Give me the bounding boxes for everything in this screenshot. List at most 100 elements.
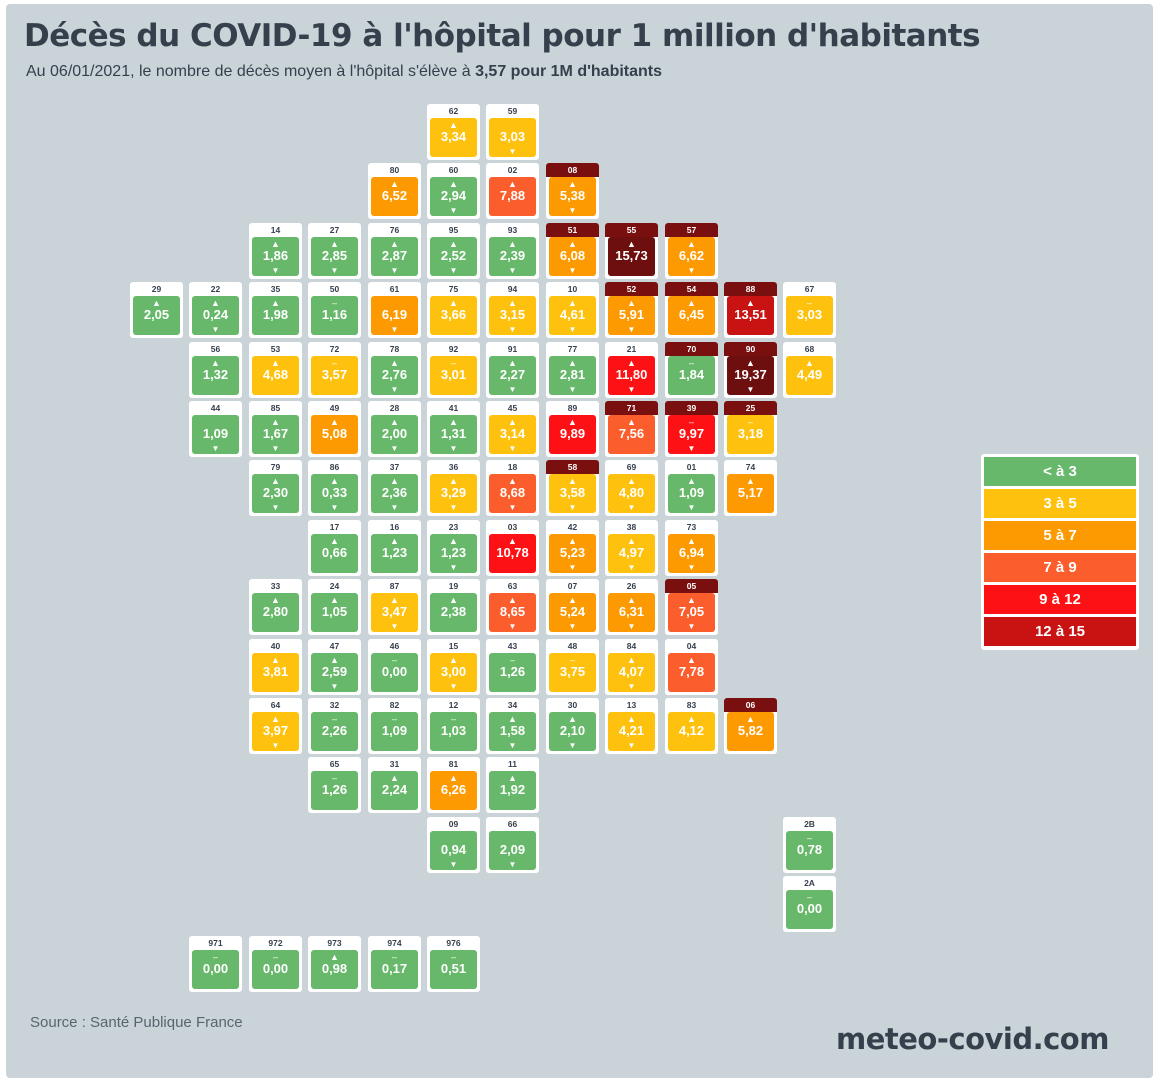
department-code: 01 (686, 462, 697, 472)
department-value: 7,78 (678, 664, 705, 679)
department-value-box: ▲ 2,52 ▼ (430, 237, 477, 276)
trend-up-icon: ▲ (330, 655, 339, 665)
department-value-box: ▲ 3,58 ▼ (549, 474, 596, 513)
trend-stable-icon: – (331, 298, 337, 308)
department-value: 0,00 (381, 664, 408, 679)
department-value-box: –1,03 (430, 712, 477, 751)
department-value: 5,23 (559, 545, 586, 560)
department-code: 08 (546, 163, 599, 177)
trend-up-icon: ▲ (687, 595, 696, 605)
department-value-box: –3,18 (727, 415, 774, 454)
trend-up-icon: ▲ (390, 773, 399, 783)
department-tile: 90 ▲ 19,37 ▼ (724, 342, 777, 398)
department-code: 45 (507, 403, 518, 413)
trend-empty-icon (727, 444, 774, 453)
trend-empty-icon (786, 385, 833, 394)
department-tile: 36 ▲ 3,29 ▼ (427, 460, 480, 516)
department-value: 1,26 (499, 664, 526, 679)
department-value: 2,27 (499, 367, 526, 382)
trend-empty-icon (430, 622, 477, 631)
department-value-box: –0,51 (430, 950, 477, 989)
department-tile: 58 ▲ 3,58 ▼ (546, 460, 599, 516)
trend-down-icon: ▼ (449, 563, 458, 572)
department-tile: 51 ▲ 6,08 ▼ (546, 223, 599, 279)
department-value: 1,09 (678, 485, 705, 500)
trend-stable-icon: – (212, 952, 218, 962)
department-value: 1,23 (381, 545, 408, 560)
department-code: 93 (507, 225, 518, 235)
department-code: 04 (686, 641, 697, 651)
department-code: 46 (389, 641, 400, 651)
department-code: 43 (507, 641, 518, 651)
trend-up-icon: ▲ (508, 536, 517, 546)
department-tile: 55 ▲ 15,73 (605, 223, 658, 279)
trend-empty-icon (727, 503, 774, 512)
trend-up-icon: ▲ (271, 298, 280, 308)
department-code: 23 (448, 522, 459, 532)
trend-up-icon: ▲ (568, 417, 577, 427)
trend-down-icon: ▼ (568, 266, 577, 275)
department-code: 62 (448, 106, 459, 116)
department-code: 40 (270, 641, 281, 651)
department-value: 0,51 (440, 961, 467, 976)
department-tile: 76 ▲ 2,87 ▼ (368, 223, 421, 279)
department-value-box: ▲ 2,80 (252, 593, 299, 632)
trend-up-icon: ▲ (508, 417, 517, 427)
department-value-box: –3,57 (311, 356, 358, 395)
trend-up-icon: ▲ (568, 358, 577, 368)
department-value: 3,00 (440, 664, 467, 679)
department-value-box: ▲ 1,92 (489, 771, 536, 810)
trend-up-icon: ▲ (687, 655, 696, 665)
department-code: 61 (389, 284, 400, 294)
department-value-box: –1,16 (311, 296, 358, 335)
department-tile: 19 ▲ 2,38 (427, 579, 480, 635)
department-value-box: ▲ 2,27 ▼ (489, 356, 536, 395)
department-tile: 07 ▲ 5,24 ▼ (546, 579, 599, 635)
legend-item: 5 à 7 (984, 521, 1136, 550)
department-value: 3,57 (321, 367, 348, 382)
department-value-box: ▲ 1,09 ▼ (668, 474, 715, 513)
legend-item: 3 à 5 (984, 489, 1136, 518)
trend-down-icon: ▼ (627, 325, 636, 334)
department-value: 4,80 (618, 485, 645, 500)
department-code: 90 (724, 342, 777, 356)
department-code: 63 (507, 581, 518, 591)
trend-stable-icon: – (331, 773, 337, 783)
department-value-box: –0,00 (371, 653, 418, 692)
department-tile: 79 ▲ 2,30 ▼ (249, 460, 302, 516)
department-code: 18 (507, 462, 518, 472)
department-tile: 67 –3,03 (783, 282, 836, 338)
department-tile: 35 ▲ 1,98 (249, 282, 302, 338)
department-value-box: –3,03 (786, 296, 833, 335)
department-tile: 75 ▲ 3,66 (427, 282, 480, 338)
department-value-box: ▲ 2,00 ▼ (371, 415, 418, 454)
department-value: 0,17 (381, 961, 408, 976)
department-value-box: ▲ 4,12 (668, 712, 715, 751)
department-tile: 74 ▲ 5,17 (724, 460, 777, 516)
department-value-box: ▲ 5,38 ▼ (549, 177, 596, 216)
department-tile: 14 ▲ 1,86 ▼ (249, 223, 302, 279)
department-value: 0,78 (796, 842, 823, 857)
department-value: 2,87 (381, 248, 408, 263)
department-value-box: ▲ 6,08 ▼ (549, 237, 596, 276)
department-tile: 78 ▲ 2,76 ▼ (368, 342, 421, 398)
department-tile: 60 ▲ 2,94 ▼ (427, 163, 480, 219)
department-code: 94 (507, 284, 518, 294)
department-tile: 81 ▲ 6,26 (427, 757, 480, 813)
department-code: 49 (329, 403, 340, 413)
trend-down-icon: ▼ (687, 444, 696, 453)
trend-empty-icon (430, 385, 477, 394)
department-tile: 56 ▲ 1,32 (189, 342, 242, 398)
department-tile: 69 ▲ 4,80 ▼ (605, 460, 658, 516)
department-tile: 49 ▲ 5,08 (308, 401, 361, 457)
trend-up-icon: ▲ (449, 298, 458, 308)
department-tile: 48 –3,75 (546, 639, 599, 695)
department-tile: 11 ▲ 1,92 (486, 757, 539, 813)
department-value: 4,68 (262, 367, 289, 382)
trend-up-icon: ▲ (627, 417, 636, 427)
department-value: 1,67 (262, 426, 289, 441)
trend-down-icon: ▼ (330, 682, 339, 691)
department-value: 7,56 (618, 426, 645, 441)
department-value-box: –0,00 (786, 890, 833, 929)
department-value-box: –1,84 (668, 356, 715, 395)
